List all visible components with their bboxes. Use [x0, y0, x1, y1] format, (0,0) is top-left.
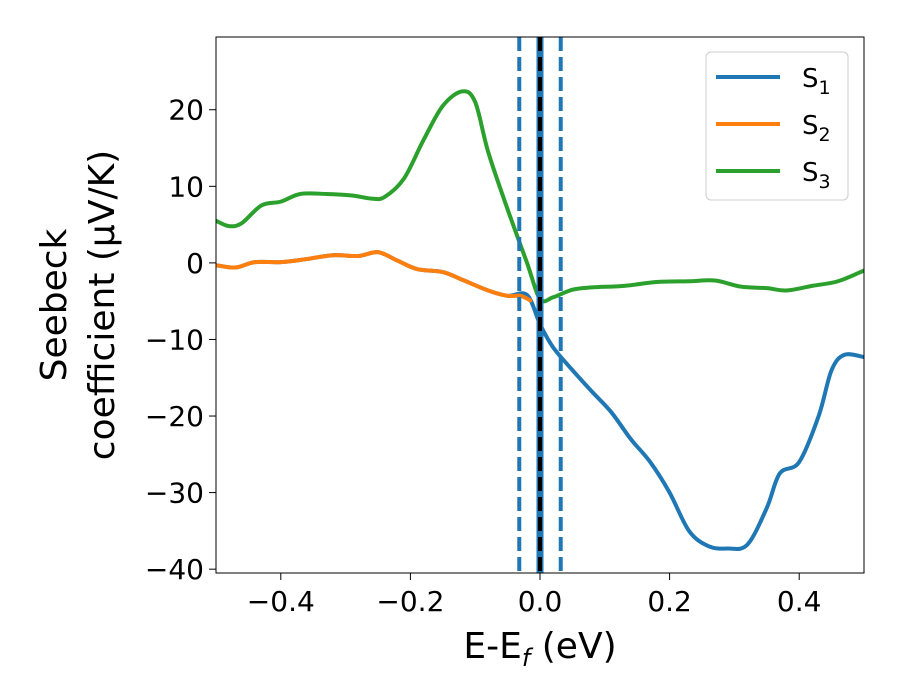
x-axis-ticks: −0.4 −0.2 0.0 0.2 0.4	[247, 573, 822, 618]
y-tick-label: 10	[168, 170, 204, 203]
legend-label-s2: S2	[802, 111, 831, 146]
series-line-s2	[216, 250, 533, 303]
y-tick-label: −20	[145, 400, 204, 433]
y-tick-label: −30	[145, 477, 204, 510]
x-tick-label: 0.2	[647, 585, 692, 618]
legend: S1 S2 S3	[705, 51, 849, 201]
y-tick-label: −40	[145, 553, 204, 586]
y-axis-title-line2: coefficient (μV/K)	[82, 150, 123, 460]
y-axis-title: Seebeck coefficient (μV/K)	[34, 150, 123, 460]
y-axis-title-line1: Seebeck	[34, 228, 75, 381]
x-tick-label: 0.4	[777, 585, 822, 618]
legend-label-s1: S1	[802, 64, 831, 99]
legend-label-s3: S3	[802, 158, 831, 193]
x-axis-title: E-Ef (eV)	[463, 626, 616, 672]
series-line-s3	[216, 89, 864, 304]
x-tick-label: −0.2	[376, 585, 444, 618]
x-tick-label: 0.0	[518, 585, 563, 618]
vline-layer	[517, 37, 563, 573]
y-tick-label: 0	[186, 247, 204, 280]
x-tick-label: −0.4	[247, 585, 315, 618]
y-tick-label: −10	[145, 323, 204, 356]
y-tick-label: 20	[168, 94, 204, 127]
y-axis-ticks: 20 10 0 −10 −20 −30 −40	[145, 94, 216, 586]
